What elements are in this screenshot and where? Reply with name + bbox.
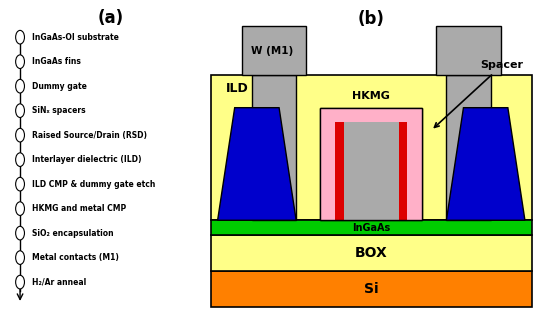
Bar: [211, 75, 532, 220]
Text: (a): (a): [97, 9, 124, 27]
Text: InGaAs fins: InGaAs fins: [32, 57, 81, 66]
Text: SiO₂ encapsulation: SiO₂ encapsulation: [32, 228, 114, 238]
Circle shape: [16, 79, 24, 93]
Polygon shape: [217, 108, 296, 220]
Bar: [407, 108, 423, 220]
Text: InGaAs: InGaAs: [352, 223, 390, 232]
Bar: [339, 109, 404, 220]
Bar: [242, 26, 306, 75]
Bar: [335, 108, 344, 220]
Bar: [320, 108, 423, 220]
Text: InGaAs-OI substrate: InGaAs-OI substrate: [32, 33, 119, 42]
Circle shape: [16, 251, 24, 264]
Circle shape: [16, 226, 24, 240]
Text: W (M1): W (M1): [251, 46, 293, 55]
Circle shape: [16, 30, 24, 44]
Text: Interlayer dielectric (ILD): Interlayer dielectric (ILD): [32, 155, 141, 164]
Bar: [436, 26, 501, 75]
Text: SiNₓ spacers: SiNₓ spacers: [32, 106, 86, 115]
Circle shape: [16, 55, 24, 69]
Bar: [320, 108, 423, 122]
Circle shape: [16, 177, 24, 191]
Text: HKMG: HKMG: [352, 91, 390, 101]
Text: BOX: BOX: [355, 246, 388, 260]
Text: Raised Source/Drain (RSD): Raised Source/Drain (RSD): [32, 131, 147, 140]
Bar: [251, 75, 296, 220]
Bar: [211, 235, 532, 271]
Text: Metal contacts (M1): Metal contacts (M1): [32, 253, 119, 262]
Circle shape: [16, 275, 24, 289]
Circle shape: [16, 104, 24, 117]
Text: Dummy gate: Dummy gate: [32, 82, 87, 91]
Text: RSD: RSD: [244, 165, 270, 175]
Bar: [211, 271, 532, 307]
Bar: [320, 108, 335, 220]
Bar: [211, 220, 532, 235]
Circle shape: [16, 202, 24, 215]
Text: Si: Si: [364, 282, 378, 296]
Bar: [320, 108, 423, 220]
Text: RSD: RSD: [473, 165, 499, 175]
Text: Spacer: Spacer: [435, 60, 524, 127]
Polygon shape: [447, 108, 525, 220]
Circle shape: [16, 128, 24, 142]
Text: ILD CMP & dummy gate etch: ILD CMP & dummy gate etch: [32, 179, 156, 189]
Bar: [447, 75, 491, 220]
Bar: [398, 108, 407, 220]
Text: ILD: ILD: [226, 82, 249, 95]
Text: HKMG and metal CMP: HKMG and metal CMP: [32, 204, 126, 213]
Text: (b): (b): [358, 10, 385, 28]
Circle shape: [16, 153, 24, 166]
Text: H₂/Ar anneal: H₂/Ar anneal: [32, 277, 86, 287]
